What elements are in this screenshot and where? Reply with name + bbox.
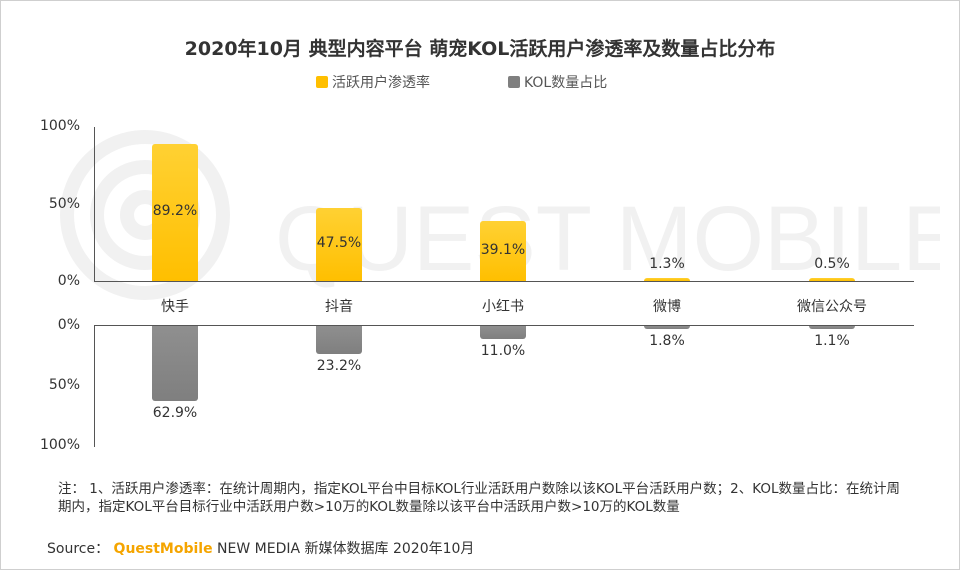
ytick-top-0: 0%: [57, 273, 80, 289]
data-label-penetration: 0.5%: [814, 256, 850, 272]
ytick-bottom-100: 100%: [39, 437, 80, 453]
ytick-bottom-50: 50%: [48, 377, 80, 393]
bar-penetration: [152, 143, 198, 281]
ytick-top-50: 50%: [48, 196, 80, 212]
data-label-kol-share: 11.0%: [480, 343, 526, 360]
legend-label-penetration: 活跃用户渗透率: [332, 75, 430, 91]
footnote: 注： 1、活跃用户渗透率：在统计周期内，指定KOL平台中目标KOL行业活跃用户数…: [58, 481, 901, 515]
legend-swatch-kol-share: [508, 76, 520, 88]
category-label: 小红书: [482, 299, 524, 315]
data-label-penetration: 1.3%: [649, 256, 685, 272]
data-label-kol-share: 1.8%: [649, 333, 685, 349]
data-label-kol-share: 1.1%: [814, 333, 850, 349]
svg-text:QUEST MOBILE: QUEST MOBILE: [275, 188, 940, 290]
data-label-kol-share: 23.2%: [316, 357, 362, 374]
bar-kol-share: [644, 326, 690, 329]
category-label: 微信公众号: [797, 299, 867, 315]
category-label: 抖音: [325, 299, 353, 315]
ytick-top-100: 100%: [39, 118, 80, 134]
data-label-penetration: 47.5%: [316, 235, 362, 252]
y-axis-bottom: [94, 325, 95, 447]
source-brand: QuestMobile: [113, 541, 213, 557]
data-label-penetration: 89.2%: [152, 203, 198, 220]
legend-item-top: 活跃用户渗透率: [316, 72, 430, 92]
ytick-bottom-0: 0%: [57, 317, 80, 333]
x-axis-bottom: [94, 325, 914, 326]
bar-penetration: [480, 220, 526, 281]
bar-penetration: [316, 207, 362, 281]
bar-penetration: [809, 278, 855, 281]
questmobile-watermark: QUEST MOBILE: [60, 130, 940, 300]
data-label-kol-share: 62.9%: [152, 405, 198, 422]
bar-kol-share: [809, 326, 855, 329]
legend-label-kol-share: KOL数量占比: [524, 75, 608, 91]
source-label: Source：: [47, 541, 110, 557]
category-label: 快手: [161, 299, 189, 315]
bar-penetration: [644, 278, 690, 281]
y-axis-top: [94, 127, 95, 282]
category-label: 微博: [653, 299, 681, 315]
legend-item-bottom: KOL数量占比: [508, 72, 607, 92]
bar-kol-share: [480, 326, 526, 340]
source-rest: NEW MEDIA 新媒体数据库 2020年10月: [212, 541, 475, 557]
bar-kol-share: [316, 326, 362, 354]
source-line: Source： QuestMobile NEW MEDIA 新媒体数据库 202…: [47, 538, 474, 558]
data-label-penetration: 39.1%: [480, 241, 526, 258]
bar-kol-share: [152, 326, 198, 402]
chart-title: 2020年10月 典型内容平台 萌宠KOL活跃用户渗透率及数量占比分布: [184, 38, 776, 60]
legend-swatch-penetration: [316, 76, 328, 88]
x-axis-top: [94, 281, 914, 282]
